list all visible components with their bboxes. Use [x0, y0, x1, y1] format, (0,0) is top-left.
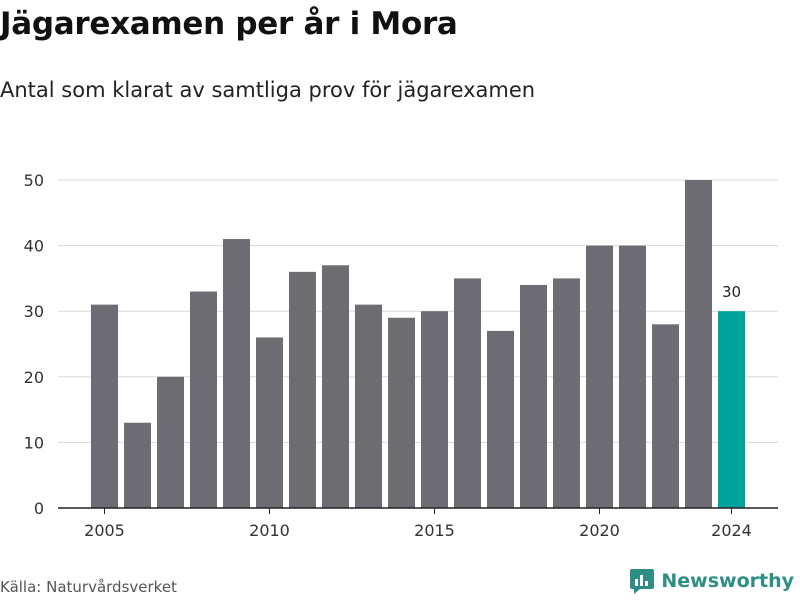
chart-subtitle: Antal som klarat av samtliga prov för jä…	[0, 78, 536, 102]
bar-2021	[619, 245, 646, 508]
bar-chart: 0 10 20 30 40 50 2005 2010 2015 2020 2024 30	[24, 171, 778, 540]
source-note: Källa: Naturvårdsverket	[0, 578, 177, 596]
brand-name: Newsworthy	[661, 570, 794, 592]
bar-2023	[685, 180, 712, 508]
newsworthy-icon	[630, 569, 655, 594]
bar-2016	[454, 278, 481, 508]
bar-2011	[289, 271, 316, 508]
bar-2006	[124, 422, 151, 508]
bar-2020	[586, 245, 613, 508]
x-tick-label: 2005	[84, 521, 125, 540]
x-tick-label: 2020	[579, 521, 620, 540]
chart-title: Jägarexamen per år i Mora	[0, 6, 458, 42]
y-tick-label: 40	[24, 237, 44, 256]
bar-2005	[91, 304, 118, 508]
bar-2022	[652, 324, 679, 508]
bar-2015	[421, 311, 448, 508]
bar-2014	[388, 317, 415, 508]
bar-2008	[190, 291, 217, 508]
bar-2019	[553, 278, 580, 508]
bar-2007	[157, 376, 184, 508]
data-label-2024: 30	[722, 283, 741, 301]
y-tick-label: 0	[34, 499, 44, 518]
y-tick-label: 10	[24, 433, 44, 452]
bar-2013	[355, 304, 382, 508]
bar-2018	[520, 284, 547, 508]
x-tick-label: 2010	[249, 521, 290, 540]
newsworthy-logo: Newsworthy	[629, 568, 794, 594]
y-tick-label: 30	[24, 302, 44, 321]
x-tick-label: 2024	[711, 521, 752, 540]
bar-2024	[718, 311, 745, 508]
bar-2012	[322, 265, 349, 508]
bar-2017	[487, 330, 514, 508]
y-tick-label: 20	[24, 368, 44, 387]
bar-2010	[256, 337, 283, 508]
bar-2009	[223, 239, 250, 509]
x-tick-label: 2015	[414, 521, 455, 540]
y-tick-label: 50	[24, 171, 44, 190]
